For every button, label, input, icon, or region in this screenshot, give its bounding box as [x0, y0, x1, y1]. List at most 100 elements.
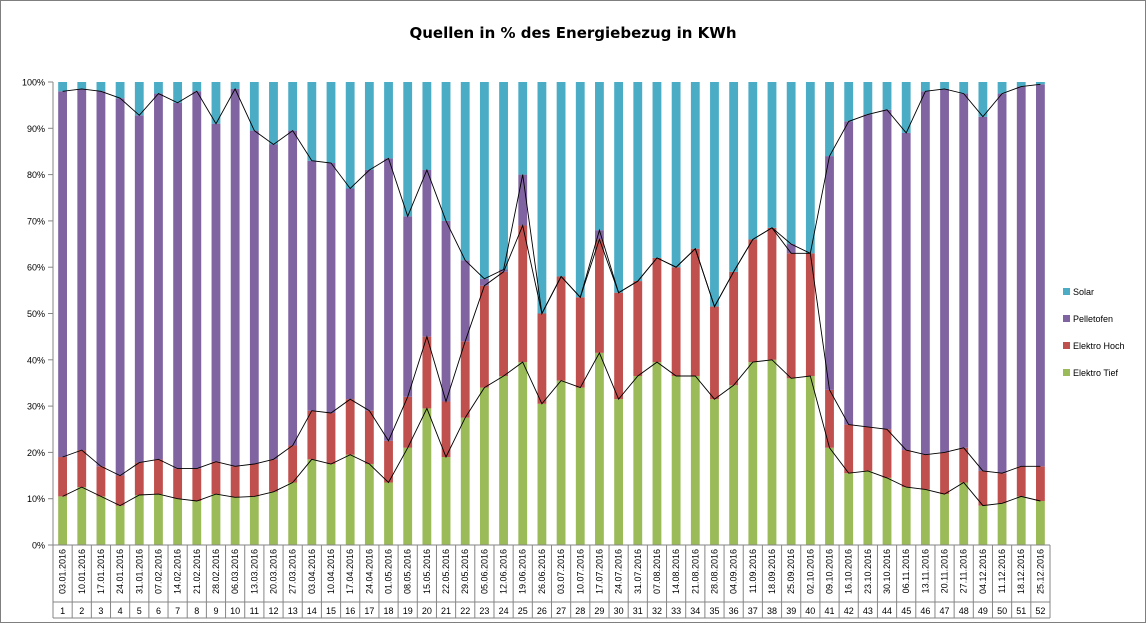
- legend-label-solar: Solar: [1073, 287, 1094, 297]
- bar-pelletofen: [786, 244, 796, 254]
- x-tick-label-week: 34: [690, 606, 700, 616]
- bar-pelletofen: [230, 88, 240, 467]
- x-tick-label-week: 44: [882, 606, 892, 616]
- x-tick-label-date: 16.10.2016: [844, 549, 854, 594]
- series-line-elektro-hoch: [62, 223, 1041, 477]
- bar-elektro-tief: [288, 482, 298, 545]
- bar-elektro-hoch: [154, 459, 163, 495]
- bar-pelletofen: [595, 230, 604, 240]
- legend-swatch-elektro-hoch: [1063, 342, 1070, 349]
- y-tick-label: 50%: [27, 309, 45, 319]
- bar-elektro-tief: [77, 487, 87, 545]
- bar-solar: [575, 82, 585, 298]
- bar-solar: [748, 82, 758, 240]
- bar-pelletofen: [882, 109, 892, 430]
- x-tick-label-week: 41: [824, 606, 834, 616]
- x-tick-label-date: 26.06.2016: [537, 549, 547, 594]
- bar-pelletofen: [96, 91, 106, 467]
- x-tick-label-week: 42: [844, 606, 854, 616]
- bar-solar: [518, 82, 528, 175]
- bar-solar: [901, 82, 911, 133]
- bar-solar: [537, 82, 547, 314]
- y-tick-label: 10%: [27, 494, 45, 504]
- bar-solar: [844, 82, 854, 122]
- bar-pelletofen: [384, 158, 393, 441]
- x-tick-label-week: 48: [959, 606, 969, 616]
- bar-elektro-tief: [614, 399, 624, 545]
- x-tick-label-date: 13.03.2016: [249, 549, 259, 594]
- bar-elektro-tief: [920, 489, 930, 545]
- bar-elektro-hoch: [441, 401, 451, 458]
- bar-elektro-hoch: [211, 461, 221, 495]
- bar-solar: [422, 82, 432, 170]
- bar-pelletofen: [192, 91, 202, 469]
- x-tick-label-week: 52: [1035, 606, 1045, 616]
- bar-elektro-hoch: [1036, 466, 1045, 502]
- bar-solar: [364, 82, 374, 170]
- x-tick-label-week: 16: [345, 606, 355, 616]
- x-tick-label-week: 40: [805, 606, 815, 616]
- x-tick-label-date: 14.02.2016: [173, 549, 183, 594]
- x-tick-label-week: 38: [767, 606, 777, 616]
- bar-pelletofen: [920, 91, 930, 455]
- bar-solar: [614, 82, 624, 293]
- bar-elektro-hoch: [595, 239, 604, 353]
- x-tick-label-week: 18: [383, 606, 393, 616]
- x-tick-label-week: 27: [556, 606, 566, 616]
- bar-elektro-hoch: [978, 470, 988, 506]
- bar-elektro-hoch: [805, 253, 815, 377]
- x-tick-label-date: 31.07.2016: [633, 549, 643, 594]
- bar-solar: [460, 82, 470, 261]
- bar-elektro-tief: [269, 491, 278, 545]
- bar-elektro-tief: [96, 496, 106, 545]
- bar-pelletofen: [249, 130, 259, 464]
- bar-elektro-tief: [307, 459, 317, 545]
- bar-elektro-tief: [556, 380, 566, 545]
- x-tick-label-week: 45: [901, 606, 911, 616]
- x-tick-label-week: 10: [230, 606, 240, 616]
- x-tick-label-week: 22: [460, 606, 470, 616]
- bar-elektro-tief: [230, 497, 240, 545]
- x-tick-label-date: 17.04.2016: [345, 549, 355, 594]
- bar-elektro-tief: [652, 362, 662, 545]
- bar-solar: [499, 82, 508, 270]
- bar-elektro-hoch: [767, 227, 777, 360]
- bar-pelletofen: [978, 116, 988, 471]
- bar-solar: [940, 82, 949, 89]
- bar-elektro-hoch: [460, 341, 470, 418]
- x-tick-label-date: 07.02.2016: [154, 549, 164, 594]
- x-tick-label-week: 26: [537, 606, 547, 616]
- y-tick-label: 20%: [27, 448, 45, 458]
- bar-pelletofen: [1036, 84, 1045, 467]
- bar-elektro-tief: [441, 457, 451, 545]
- x-tick-label-week: 12: [268, 606, 278, 616]
- bar-elektro-hoch: [422, 336, 432, 409]
- bar-solar: [959, 82, 969, 94]
- bar-elektro-tief: [729, 385, 739, 545]
- bar-solar: [863, 82, 873, 115]
- x-tick-label-date: 21.08.2016: [690, 549, 700, 594]
- bar-solar: [920, 82, 930, 92]
- bar-pelletofen: [345, 188, 355, 400]
- bar-solar: [633, 82, 643, 282]
- bar-pelletofen: [134, 115, 144, 463]
- bar-elektro-tief: [748, 362, 758, 545]
- x-tick-label-week: 47: [939, 606, 949, 616]
- x-tick-label-date: 17.07.2016: [594, 549, 604, 594]
- x-tick-label-week: 4: [118, 606, 123, 616]
- x-tick-label-date: 07.08.2016: [652, 549, 662, 594]
- bar-elektro-hoch: [134, 462, 144, 495]
- x-tick-label-date: 03.01.2016: [58, 549, 68, 594]
- bar-pelletofen: [959, 93, 969, 448]
- x-tick-label-date: 04.12.2016: [978, 549, 988, 594]
- bar-pelletofen: [422, 169, 432, 337]
- bar-elektro-hoch: [249, 463, 259, 497]
- bar-elektro-tief: [537, 403, 547, 545]
- bar-solar: [997, 82, 1007, 94]
- x-tick-label-date: 25.12.2016: [1035, 549, 1045, 594]
- bar-solar: [710, 82, 719, 307]
- bar-solar: [767, 82, 777, 228]
- bar-pelletofen: [499, 269, 508, 272]
- x-tick-label-week: 49: [978, 606, 988, 616]
